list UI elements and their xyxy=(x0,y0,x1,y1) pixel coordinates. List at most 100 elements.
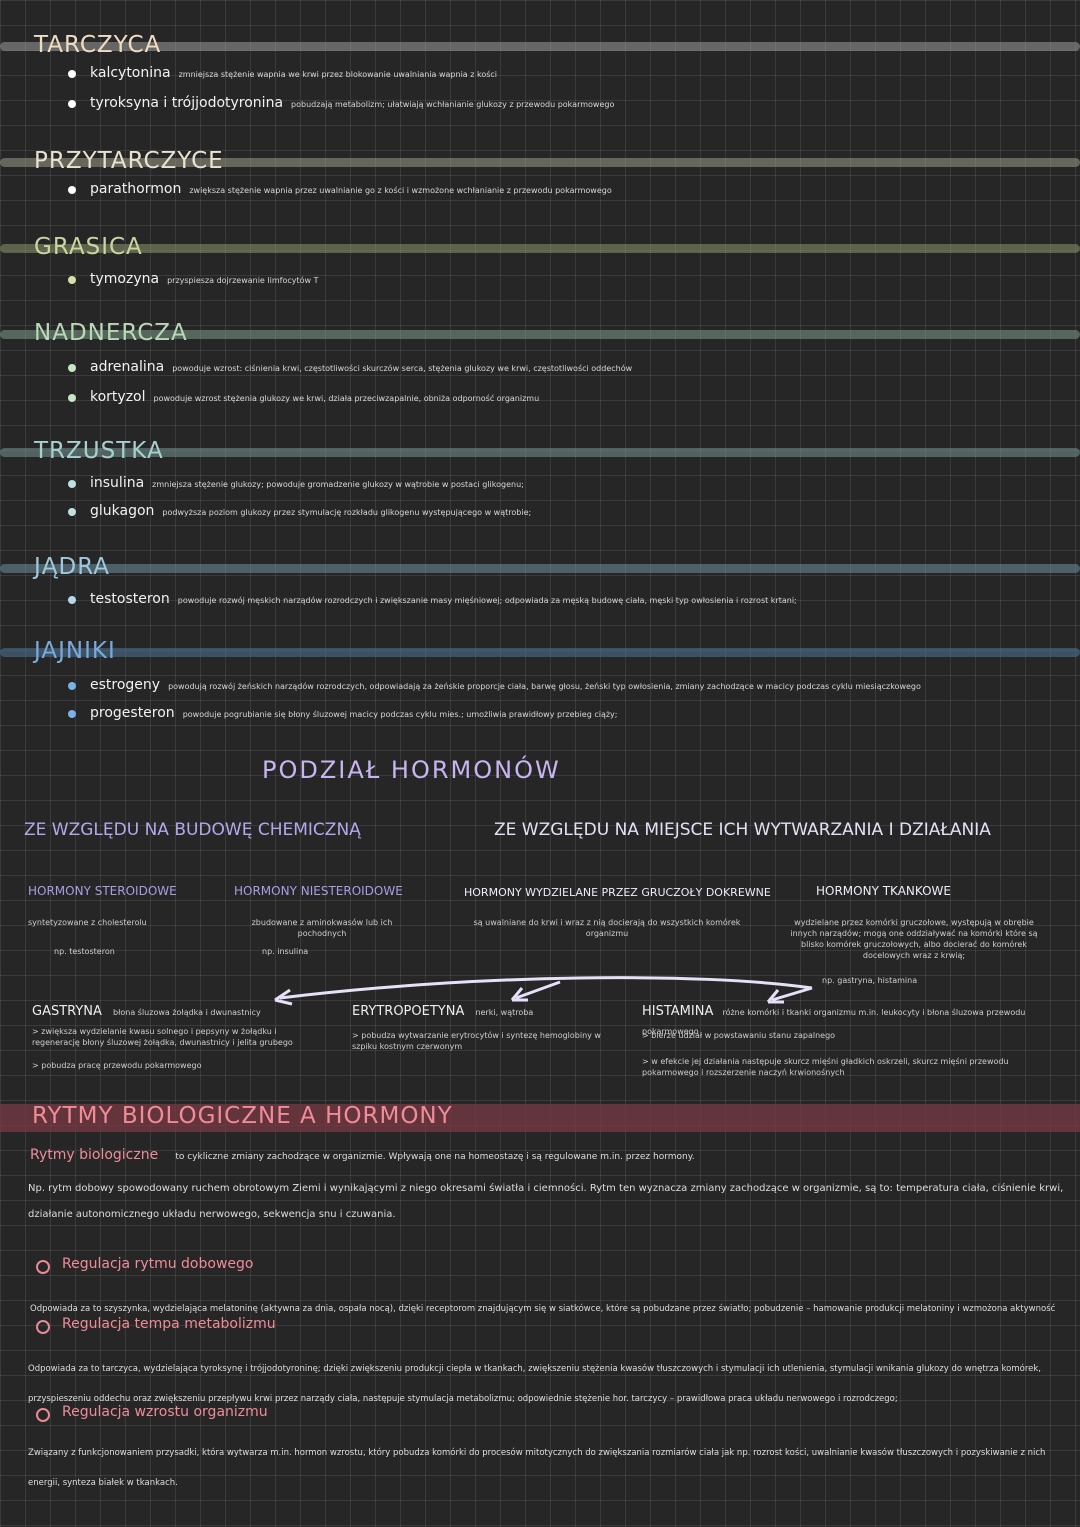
hormone-name: insulina xyxy=(90,475,145,491)
bullet-dot xyxy=(68,682,76,690)
erytropoetyna-point-1: > pobudza wytwarzanie erytrocytów i synt… xyxy=(352,1031,601,1051)
rhythm-item-title: Regulacja tempa metabolizmu xyxy=(62,1316,276,1332)
section-band xyxy=(0,158,1080,167)
location-heading: ZE WZGLĘDU NA MIEJSCE ICH WYTWARZANIA I … xyxy=(494,820,991,840)
rhythm-item-text: Związany z funkcjonowaniem przysadki, kt… xyxy=(28,1448,1046,1488)
erytropoetyna-block: ERYTROPOETYNA nerki, wątroba xyxy=(352,1000,533,1019)
histamina-origin: różne komórki i tkanki organizmu m.in. l… xyxy=(642,1008,1026,1036)
section-title: GRASICA xyxy=(34,234,143,260)
circle-bullet-icon xyxy=(36,1260,50,1274)
hormone-description: zwiększa stężenie wapnia przez uwalniani… xyxy=(189,186,612,195)
hormone-item: tyroksyna i trójjodotyronina pobudzają me… xyxy=(90,92,614,111)
arrow-to-erytropoetyna xyxy=(515,980,561,1000)
bullet-dot xyxy=(68,480,76,488)
bullet-dot xyxy=(68,276,76,284)
hormone-item: estrogeny powodują rozwój żeńskich narząd… xyxy=(90,674,921,693)
rhythms-intro: Rytmy biologiczne to cykliczne zmiany za… xyxy=(30,1144,1070,1163)
arrow-head-gastryna xyxy=(274,988,293,1006)
bullet-dot xyxy=(68,186,76,194)
hormone-item: kalcytonina zmniejsza stężenie wapnia we … xyxy=(90,62,497,81)
hormone-item: adrenalina powoduje wzrost: ciśnienia krw… xyxy=(90,356,632,375)
gastryna-point-2: > pobudza pracę przewodu pokarmowego xyxy=(32,1061,202,1070)
section-title: TRZUSTKA xyxy=(34,438,164,464)
gastryna-name: GASTRYNA xyxy=(32,1004,102,1019)
hormone-name: glukagon xyxy=(90,503,155,519)
hormone-description: zmniejsza stężenie glukozy; powoduje gro… xyxy=(152,480,524,489)
arrow-head-erytropoetyna xyxy=(510,987,528,1002)
section-band xyxy=(0,564,1080,573)
rhythms-title: RYTMY BIOLOGICZNE A HORMONY xyxy=(32,1103,453,1129)
hormone-item: glukagon podwyższa poziom glukozy przez s… xyxy=(90,500,531,519)
rhythm-item-title: Regulacja wzrostu organizmu xyxy=(62,1404,268,1420)
endocrine-title: HORMONY WYDZIELANE PRZEZ GRUCZOŁY DOKREW… xyxy=(464,886,771,899)
section-title: JĄDRA xyxy=(34,554,111,580)
section-band xyxy=(0,244,1080,253)
hormone-name: adrenalina xyxy=(90,359,165,375)
bullet-dot xyxy=(68,508,76,516)
rhythm-item-title: Regulacja rytmu dobowego xyxy=(62,1256,254,1272)
hormone-description: pobudzają metabolizm; ułatwiają wchłania… xyxy=(291,100,615,109)
histamina-name: HISTAMINA xyxy=(642,1004,714,1019)
hormone-name: progesteron xyxy=(90,705,175,721)
hormone-item: progesteron powoduje pogrubianie się błon… xyxy=(90,702,617,721)
rhythms-example: Np. rytm dobowy spowodowany ruchem obrot… xyxy=(28,1183,1064,1220)
histamina-point-1: > bierze udział w powstawaniu stanu zapa… xyxy=(642,1031,836,1040)
bullet-dot xyxy=(68,100,76,108)
hormone-item: parathormon zwiększa stężenie wapnia prze… xyxy=(90,178,612,197)
bullet-dot xyxy=(68,70,76,78)
division-title: PODZIAŁ HORMONÓW xyxy=(262,756,561,784)
gastryna-point-1: > zwiększa wydzielanie kwasu solnego i p… xyxy=(32,1027,293,1047)
section-title: PRZYTARCZYCE xyxy=(34,148,224,174)
hormone-name: kortyzol xyxy=(90,389,146,405)
histamina-point-2: > w efekcie jej działania następuje skur… xyxy=(642,1057,1009,1077)
hormone-item: insulina zmniejsza stężenie glukozy; powo… xyxy=(90,472,524,491)
nonsteroid-text: zbudowane z aminokwasów lub ich pochodny… xyxy=(251,918,393,938)
hormone-name: tymozyna xyxy=(90,271,160,287)
tissue-example: np. gastryna, histamina xyxy=(822,976,918,985)
hormone-description: powoduje wzrost: ciśnienia krwi, częstot… xyxy=(172,364,633,373)
hormone-item: kortyzol powoduje wzrost stężenia glukozy… xyxy=(90,386,539,405)
section-band xyxy=(0,448,1080,457)
tissue-title: HORMONY TKANKOWE xyxy=(816,884,952,898)
steroid-example: np. testosteron xyxy=(54,947,115,956)
rhythm-item-text: Odpowiada za to tarczyca, wydzielająca t… xyxy=(28,1364,1042,1404)
nonsteroid-example: np. insulina xyxy=(262,947,309,956)
hormone-name: tyroksyna i trójjodotyronina xyxy=(90,95,284,111)
rhythms-intro-term: Rytmy biologiczne xyxy=(30,1147,159,1163)
hormone-name: testosteron xyxy=(90,591,170,607)
arrow-head-histamina xyxy=(766,989,784,1004)
gastryna-block: GASTRYNA błona śluzowa żołądka i dwunast… xyxy=(32,1000,261,1019)
tissue-text: wydzielane przez komórki gruczołowe, wys… xyxy=(790,918,1038,960)
arrow-to-gastryna xyxy=(279,976,813,1000)
chemical-heading: ZE WZGLĘDU NA BUDOWĘ CHEMICZNĄ xyxy=(24,820,361,840)
bullet-dot xyxy=(68,596,76,604)
rhythms-intro-text: to cykliczne zmiany zachodzące w organiz… xyxy=(175,1152,695,1162)
histamina-block: HISTAMINA różne komórki i tkanki organiz… xyxy=(642,1000,1072,1038)
section-title: TARCZYCA xyxy=(34,32,162,58)
hormone-description: powoduje rozwój męskich narządów rozrodc… xyxy=(177,596,797,605)
bullet-dot xyxy=(68,710,76,718)
section-band xyxy=(0,648,1080,657)
bullet-dot xyxy=(68,364,76,372)
hormone-name: estrogeny xyxy=(90,677,161,693)
erytropoetyna-origin: nerki, wątroba xyxy=(475,1008,534,1017)
hormone-description: podwyższa poziom glukozy przez stymulacj… xyxy=(162,508,532,517)
rhythms-band xyxy=(0,1104,1080,1132)
hormone-name: parathormon xyxy=(90,181,182,197)
section-title: NADNERCZA xyxy=(34,320,188,346)
section-band xyxy=(0,42,1080,51)
steroid-text: syntetyzowane z cholesterolu xyxy=(28,918,147,927)
rhythm-item-text: Odpowiada za to szyszynka, wydzielająca … xyxy=(30,1304,1056,1314)
hormone-description: powoduje pogrubianie się błony śluzowej … xyxy=(182,710,618,719)
gastryna-origin: błona śluzowa żołądka i dwunastnicy xyxy=(113,1008,261,1017)
erytropoetyna-name: ERYTROPOETYNA xyxy=(352,1004,465,1019)
arrows xyxy=(274,976,813,1006)
section-band xyxy=(0,330,1080,339)
steroid-title: HORMONY STEROIDOWE xyxy=(28,884,177,898)
nonsteroid-title: HORMONY NIESTEROIDOWE xyxy=(234,884,403,898)
circle-bullet-icon xyxy=(36,1408,50,1422)
hormone-name: kalcytonina xyxy=(90,65,171,81)
circle-bullet-icon xyxy=(36,1320,50,1334)
hormone-item: testosteron powoduje rozwój męskich narzą… xyxy=(90,588,797,607)
